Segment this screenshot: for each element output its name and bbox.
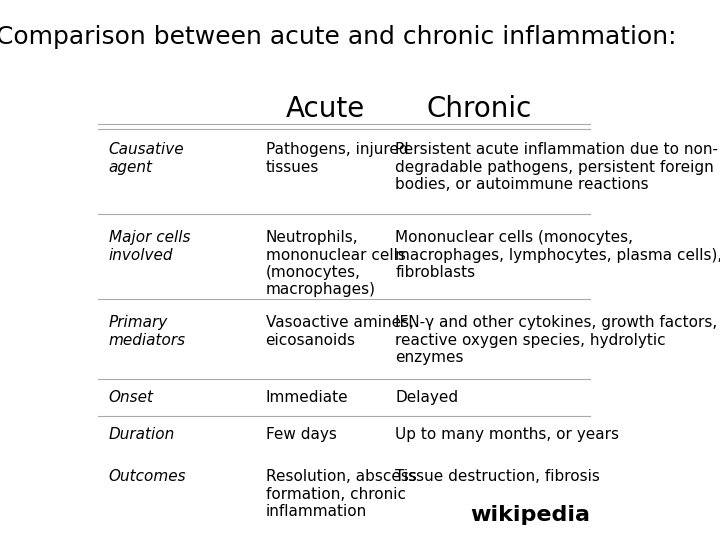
Text: Few days: Few days (266, 427, 336, 442)
Text: Vasoactive amines,
eicosanoids: Vasoactive amines, eicosanoids (266, 315, 413, 348)
Text: Pathogens, injured
tissues: Pathogens, injured tissues (266, 143, 408, 175)
Text: Delayed: Delayed (395, 390, 459, 404)
Text: Persistent acute inflammation due to non-
degradable pathogens, persistent forei: Persistent acute inflammation due to non… (395, 143, 719, 192)
Text: Up to many months, or years: Up to many months, or years (395, 427, 619, 442)
Text: Duration: Duration (109, 427, 175, 442)
Text: Primary
mediators: Primary mediators (109, 315, 186, 348)
Text: Resolution, abscess
formation, chronic
inflammation: Resolution, abscess formation, chronic i… (266, 469, 416, 519)
Text: Neutrophils,
mononuclear cells
(monocytes,
macrophages): Neutrophils, mononuclear cells (monocyte… (266, 230, 405, 298)
Text: Acute: Acute (285, 94, 364, 123)
Text: Mononuclear cells (monocytes,
macrophages, lymphocytes, plasma cells),
fibroblas: Mononuclear cells (monocytes, macrophage… (395, 230, 720, 280)
Text: Tissue destruction, fibrosis: Tissue destruction, fibrosis (395, 469, 600, 484)
Text: Chronic: Chronic (426, 94, 532, 123)
Text: Immediate: Immediate (266, 390, 348, 404)
Text: Onset: Onset (109, 390, 153, 404)
Text: wikipedia: wikipedia (470, 505, 590, 525)
Text: Major cells
involved: Major cells involved (109, 230, 190, 262)
Text: Outcomes: Outcomes (109, 469, 186, 484)
Text: IFN-γ and other cytokines, growth factors,
reactive oxygen species, hydrolytic
e: IFN-γ and other cytokines, growth factor… (395, 315, 718, 365)
Text: Causative
agent: Causative agent (109, 143, 184, 175)
Text: Comparison between acute and chronic inflammation:: Comparison between acute and chronic inf… (0, 25, 676, 50)
